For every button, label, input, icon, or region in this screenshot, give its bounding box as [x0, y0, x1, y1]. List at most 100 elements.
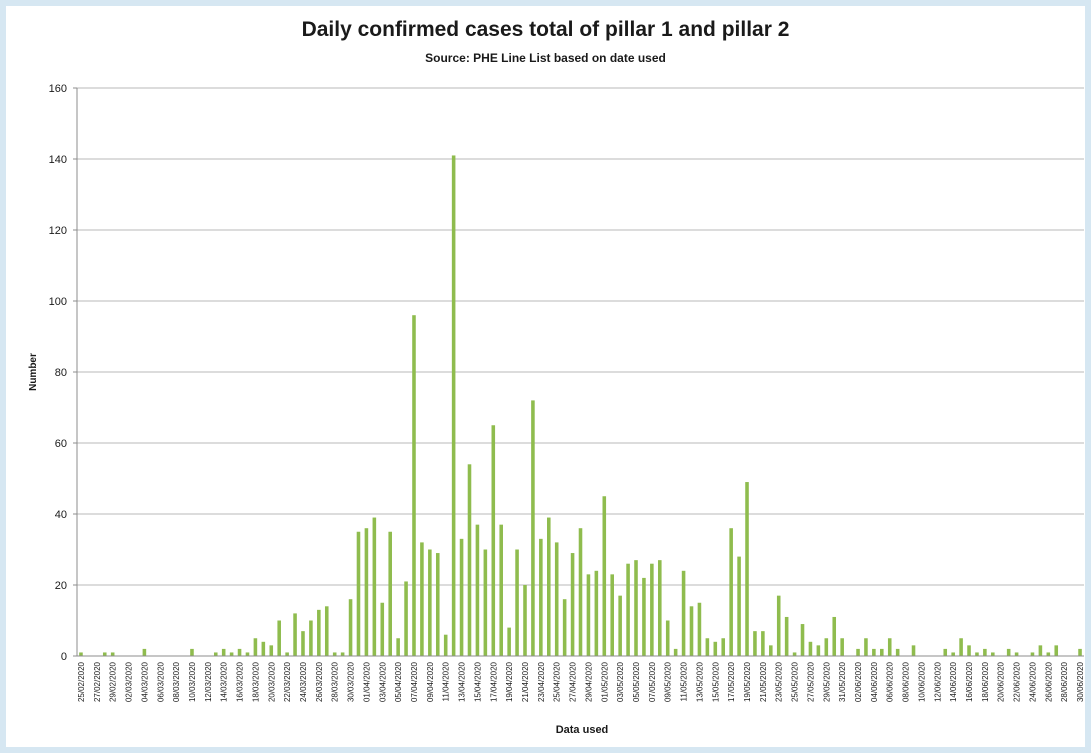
- bar: [991, 652, 995, 656]
- bar: [428, 549, 432, 656]
- bar: [610, 574, 614, 656]
- chart-frame: [6, 6, 1085, 747]
- x-tick-label: 11/04/2020: [442, 661, 451, 701]
- bar: [753, 631, 757, 656]
- x-tick-label: 21/05/2020: [759, 661, 768, 702]
- y-tick-label: 140: [49, 154, 67, 166]
- bar: [800, 624, 805, 656]
- x-tick-label: 20/06/2020: [997, 661, 1006, 702]
- x-tick-label: 18/03/2020: [251, 661, 260, 702]
- bar: [951, 652, 955, 656]
- x-tick-label: 21/04/2020: [521, 661, 530, 702]
- bar: [443, 634, 448, 656]
- bar: [895, 648, 900, 656]
- x-tick-label: 05/04/2020: [394, 661, 403, 702]
- bar: [483, 549, 488, 656]
- x-tick-label: 03/04/2020: [378, 661, 387, 702]
- bar: [229, 652, 234, 656]
- bar: [721, 638, 726, 656]
- bar: [245, 652, 250, 656]
- x-tick-label: 03/05/2020: [616, 661, 625, 702]
- x-axis-label: Data used: [556, 724, 609, 736]
- x-tick-label: 02/03/2020: [125, 661, 134, 702]
- x-tick-label: 27/02/2020: [93, 661, 102, 702]
- bar: [309, 620, 313, 656]
- x-tick-label: 24/03/2020: [299, 661, 308, 702]
- x-tick-label: 18/06/2020: [981, 661, 990, 702]
- bar: [237, 648, 242, 656]
- y-tick-label: 120: [49, 225, 67, 237]
- bar: [221, 648, 226, 656]
- y-tick-label: 100: [49, 296, 67, 308]
- bar: [285, 652, 289, 656]
- bar: [769, 645, 773, 656]
- x-tick-label: 06/03/2020: [156, 661, 165, 702]
- bar: [681, 570, 686, 656]
- bar: [435, 553, 440, 656]
- bar: [967, 645, 971, 656]
- bar: [404, 581, 408, 656]
- bar: [634, 560, 638, 656]
- bar: [388, 531, 392, 656]
- bar: [697, 602, 702, 656]
- bar: [190, 648, 194, 656]
- y-axis-label: Number: [28, 353, 39, 391]
- bar: [499, 524, 503, 656]
- bar: [317, 609, 321, 656]
- bar: [594, 570, 599, 656]
- bar: [554, 542, 559, 656]
- bar: [665, 620, 670, 656]
- x-tick-label: 19/04/2020: [505, 661, 514, 702]
- bar: [420, 542, 424, 656]
- bar: [277, 620, 281, 656]
- x-tick-label: 14/03/2020: [220, 661, 229, 702]
- bar: [531, 400, 535, 656]
- bar: [856, 648, 860, 656]
- bar: [1078, 648, 1082, 656]
- x-tick-label: 02/06/2020: [854, 661, 863, 702]
- x-tick-label: 25/04/2020: [553, 661, 562, 702]
- bar: [832, 616, 837, 656]
- x-tick-label: 11/05/2020: [680, 661, 689, 701]
- bar: [650, 563, 654, 656]
- x-tick-label: 30/06/2020: [1076, 661, 1085, 702]
- bar: [911, 645, 916, 656]
- bar: [269, 645, 274, 656]
- bar: [340, 652, 345, 656]
- bar: [602, 496, 607, 656]
- x-tick-label: 25/02/2020: [77, 661, 86, 702]
- bar: [348, 599, 353, 656]
- x-tick-label: 16/06/2020: [965, 661, 974, 702]
- x-tick-label: 07/04/2020: [410, 661, 419, 702]
- bar: [261, 641, 266, 656]
- bar: [79, 652, 83, 656]
- x-tick-label: 29/05/2020: [822, 661, 831, 702]
- x-tick-label: 01/05/2020: [600, 661, 609, 702]
- x-tick-label: 29/04/2020: [584, 661, 593, 702]
- bar: [491, 425, 496, 656]
- bar: [102, 652, 107, 656]
- bar: [975, 652, 979, 656]
- chart-title: Daily confirmed cases total of pillar 1 …: [301, 18, 790, 41]
- bar: [776, 595, 781, 656]
- x-tick-label: 23/04/2020: [537, 661, 546, 702]
- bar: [523, 585, 527, 656]
- bar: [570, 553, 575, 656]
- x-tick-label: 17/04/2020: [489, 661, 498, 702]
- bar: [729, 528, 733, 656]
- x-tick-label: 13/05/2020: [695, 661, 704, 702]
- bar: [253, 638, 258, 656]
- bar: [808, 641, 813, 656]
- bar: [864, 638, 868, 656]
- chart-subtitle: Source: PHE Line List based on date used: [425, 51, 666, 65]
- bar: [324, 606, 329, 656]
- bar: [578, 528, 583, 656]
- bar: [547, 517, 551, 656]
- x-tick-label: 28/03/2020: [331, 661, 340, 702]
- x-tick-label: 08/03/2020: [172, 661, 181, 702]
- bar: [792, 652, 797, 656]
- x-tick-label: 20/03/2020: [267, 661, 276, 702]
- bar: [626, 563, 630, 656]
- bar: [658, 560, 662, 656]
- bar: [293, 613, 297, 656]
